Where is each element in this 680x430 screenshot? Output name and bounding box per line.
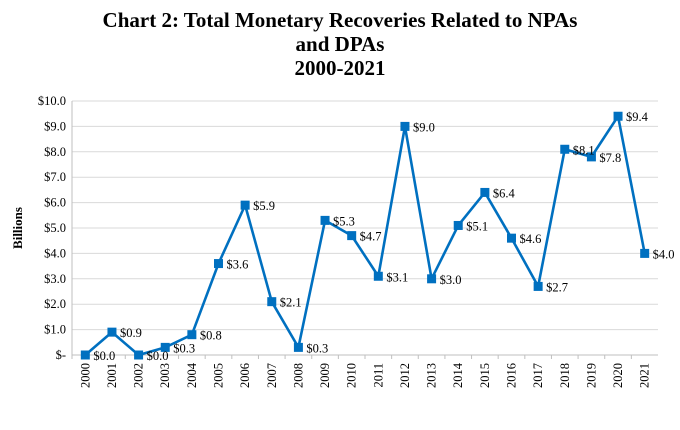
data-label: $4.6 <box>520 232 542 246</box>
data-point-marker <box>107 327 117 337</box>
y-tick-label: $5.0 <box>44 221 66 235</box>
y-tick-label: $2.0 <box>44 297 66 311</box>
data-label: $0.9 <box>120 326 142 340</box>
x-tick-label: 2005 <box>212 363 226 388</box>
x-tick-label: 2007 <box>265 363 279 388</box>
y-tick-label: $- <box>56 348 66 362</box>
data-point-marker <box>400 121 410 131</box>
data-label: $3.6 <box>227 258 249 272</box>
data-point-marker <box>134 350 144 360</box>
y-tick-label: $9.0 <box>44 119 66 133</box>
data-point-marker <box>267 297 277 307</box>
data-label: $0.3 <box>306 341 328 355</box>
y-tick-label: $6.0 <box>44 196 66 210</box>
x-tick-label: 2010 <box>345 363 359 388</box>
x-tick-label: 2000 <box>78 363 92 388</box>
data-point-marker <box>427 274 437 284</box>
data-point-marker <box>373 271 383 281</box>
data-point-marker <box>214 259 223 269</box>
data-label: $0.8 <box>200 329 222 343</box>
data-point-marker <box>533 281 543 291</box>
data-label: $2.7 <box>546 280 568 294</box>
data-point-marker <box>507 233 516 243</box>
x-tick-label: 2001 <box>105 363 119 388</box>
data-label: $0.0 <box>93 349 115 363</box>
data-label: $8.1 <box>573 143 595 157</box>
data-label: $7.8 <box>599 151 621 165</box>
data-point-marker <box>240 200 250 210</box>
data-label: $9.4 <box>626 110 649 124</box>
y-tick-label: $4.0 <box>44 246 66 260</box>
data-label: $9.0 <box>413 120 435 134</box>
data-label: $3.0 <box>440 273 462 287</box>
data-point-marker <box>320 215 330 225</box>
gridlines <box>72 100 658 331</box>
data-point-marker <box>560 144 570 154</box>
data-point-marker <box>453 220 463 230</box>
data-label: $4.0 <box>653 247 675 261</box>
x-tick-labels: 2000 2001 2002 2003 2004 2005 2006 2007 2008 2009… <box>78 362 651 388</box>
data-label: $3.1 <box>386 270 408 284</box>
x-tick-label: 2019 <box>584 363 598 388</box>
data-point-marker <box>613 111 623 121</box>
chart-title-line-1: Chart 2: Total Monetary Recoveries Relat… <box>102 8 578 32</box>
data-point-marker <box>80 350 90 360</box>
x-tick-label: 2018 <box>558 363 572 388</box>
data-point-marker <box>586 152 596 162</box>
data-label: $4.7 <box>360 230 382 244</box>
x-tick-label: 2011 <box>371 363 385 388</box>
chart-title-line-3: 2000-2021 <box>294 56 386 80</box>
x-tick-label: 2015 <box>478 363 492 388</box>
data-point-marker <box>640 248 650 258</box>
y-axis-label: Billions <box>10 207 25 249</box>
x-tick-label: 2013 <box>425 363 439 388</box>
data-label: $5.9 <box>253 199 275 213</box>
data-points <box>80 111 650 360</box>
data-label: $0.3 <box>173 341 195 355</box>
x-tick-label: 2020 <box>611 363 625 388</box>
x-tick-label: 2002 <box>132 363 146 388</box>
y-tick-label: $8.0 <box>44 145 66 159</box>
x-tick-label: 2004 <box>185 362 199 388</box>
y-tick-labels: $- $1.0 $2.0 $3.0 $4.0 $5.0 $6.0 $7.0 $8.0 $9.0 $1… <box>38 94 66 362</box>
data-point-marker <box>480 187 490 197</box>
data-point-marker <box>347 231 357 241</box>
data-label: $0.0 <box>147 349 169 363</box>
x-tick-label: 2008 <box>291 363 305 388</box>
y-tick-label: $3.0 <box>44 272 66 286</box>
series-line <box>84 114 646 357</box>
data-point-marker <box>187 330 197 340</box>
x-tick-label: 2012 <box>398 363 412 388</box>
data-label: $5.3 <box>333 214 355 228</box>
data-point-marker <box>293 342 303 352</box>
x-tick-label: 2017 <box>531 363 545 388</box>
data-point-marker <box>160 342 170 352</box>
x-tick-label: 2016 <box>505 363 519 388</box>
data-label: $2.1 <box>280 296 302 310</box>
data-labels: $0.0 $0.9 $0.0 $0.3 $0.8 $3.6 $5.9 $2.1 $0.3 $5.3… <box>93 110 674 363</box>
y-tick-label: $7.0 <box>44 170 66 184</box>
x-tick-label: 2009 <box>318 363 332 388</box>
x-tick-label: 2003 <box>158 363 172 388</box>
series-line-path <box>84 114 646 357</box>
x-tick-label: 2014 <box>451 362 465 388</box>
data-label: $5.1 <box>466 219 488 233</box>
chart-title-line-2: and DPAs <box>295 32 385 56</box>
x-tick-label: 2006 <box>238 363 252 388</box>
chart-title: Chart 2: Total Monetary Recoveries Relat… <box>0 8 680 80</box>
y-tick-label: $10.0 <box>38 94 66 108</box>
data-label: $6.4 <box>493 186 516 200</box>
axes <box>71 101 658 359</box>
y-tick-label: $1.0 <box>44 323 66 337</box>
x-tick-label: 2021 <box>638 363 652 388</box>
